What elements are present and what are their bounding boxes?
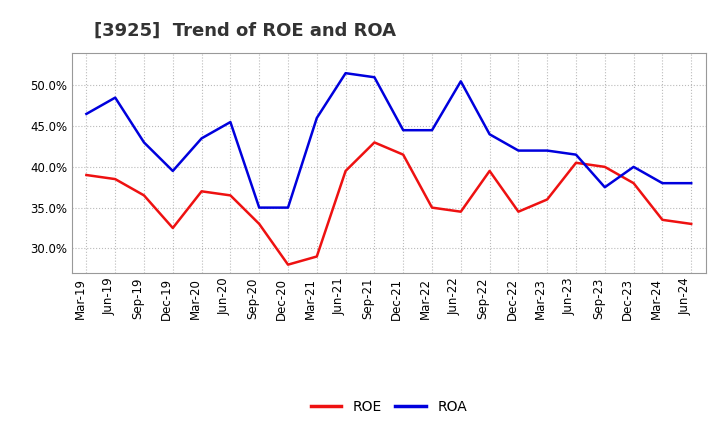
ROE	[370, 140, 379, 145]
ROA	[658, 180, 667, 186]
ROA	[111, 95, 120, 100]
ROA	[572, 152, 580, 157]
Legend: ROE, ROA: ROE, ROA	[305, 394, 472, 419]
ROA	[312, 115, 321, 121]
ROE	[197, 189, 206, 194]
ROA	[140, 140, 148, 145]
ROE	[572, 160, 580, 165]
Line: ROE: ROE	[86, 143, 691, 264]
ROE	[341, 169, 350, 174]
ROA	[341, 70, 350, 76]
ROA	[370, 75, 379, 80]
ROE	[140, 193, 148, 198]
ROA	[456, 79, 465, 84]
ROE	[168, 225, 177, 231]
ROE	[428, 205, 436, 210]
ROE	[312, 254, 321, 259]
ROA	[514, 148, 523, 153]
ROA	[168, 169, 177, 174]
ROE	[255, 221, 264, 227]
ROE	[629, 180, 638, 186]
ROE	[485, 169, 494, 174]
ROE	[600, 164, 609, 169]
Line: ROA: ROA	[86, 73, 691, 208]
ROA	[485, 132, 494, 137]
ROE	[399, 152, 408, 157]
Text: [3925]  Trend of ROE and ROA: [3925] Trend of ROE and ROA	[94, 22, 395, 40]
ROA	[399, 128, 408, 133]
ROE	[687, 221, 696, 227]
ROE	[111, 176, 120, 182]
ROA	[226, 119, 235, 125]
ROE	[456, 209, 465, 214]
ROA	[428, 128, 436, 133]
ROA	[197, 136, 206, 141]
ROE	[226, 193, 235, 198]
ROE	[284, 262, 292, 267]
ROE	[514, 209, 523, 214]
ROA	[255, 205, 264, 210]
ROA	[687, 180, 696, 186]
ROE	[658, 217, 667, 223]
ROE	[543, 197, 552, 202]
ROA	[284, 205, 292, 210]
ROA	[543, 148, 552, 153]
ROE	[82, 172, 91, 178]
ROA	[600, 185, 609, 190]
ROA	[629, 164, 638, 169]
ROA	[82, 111, 91, 117]
